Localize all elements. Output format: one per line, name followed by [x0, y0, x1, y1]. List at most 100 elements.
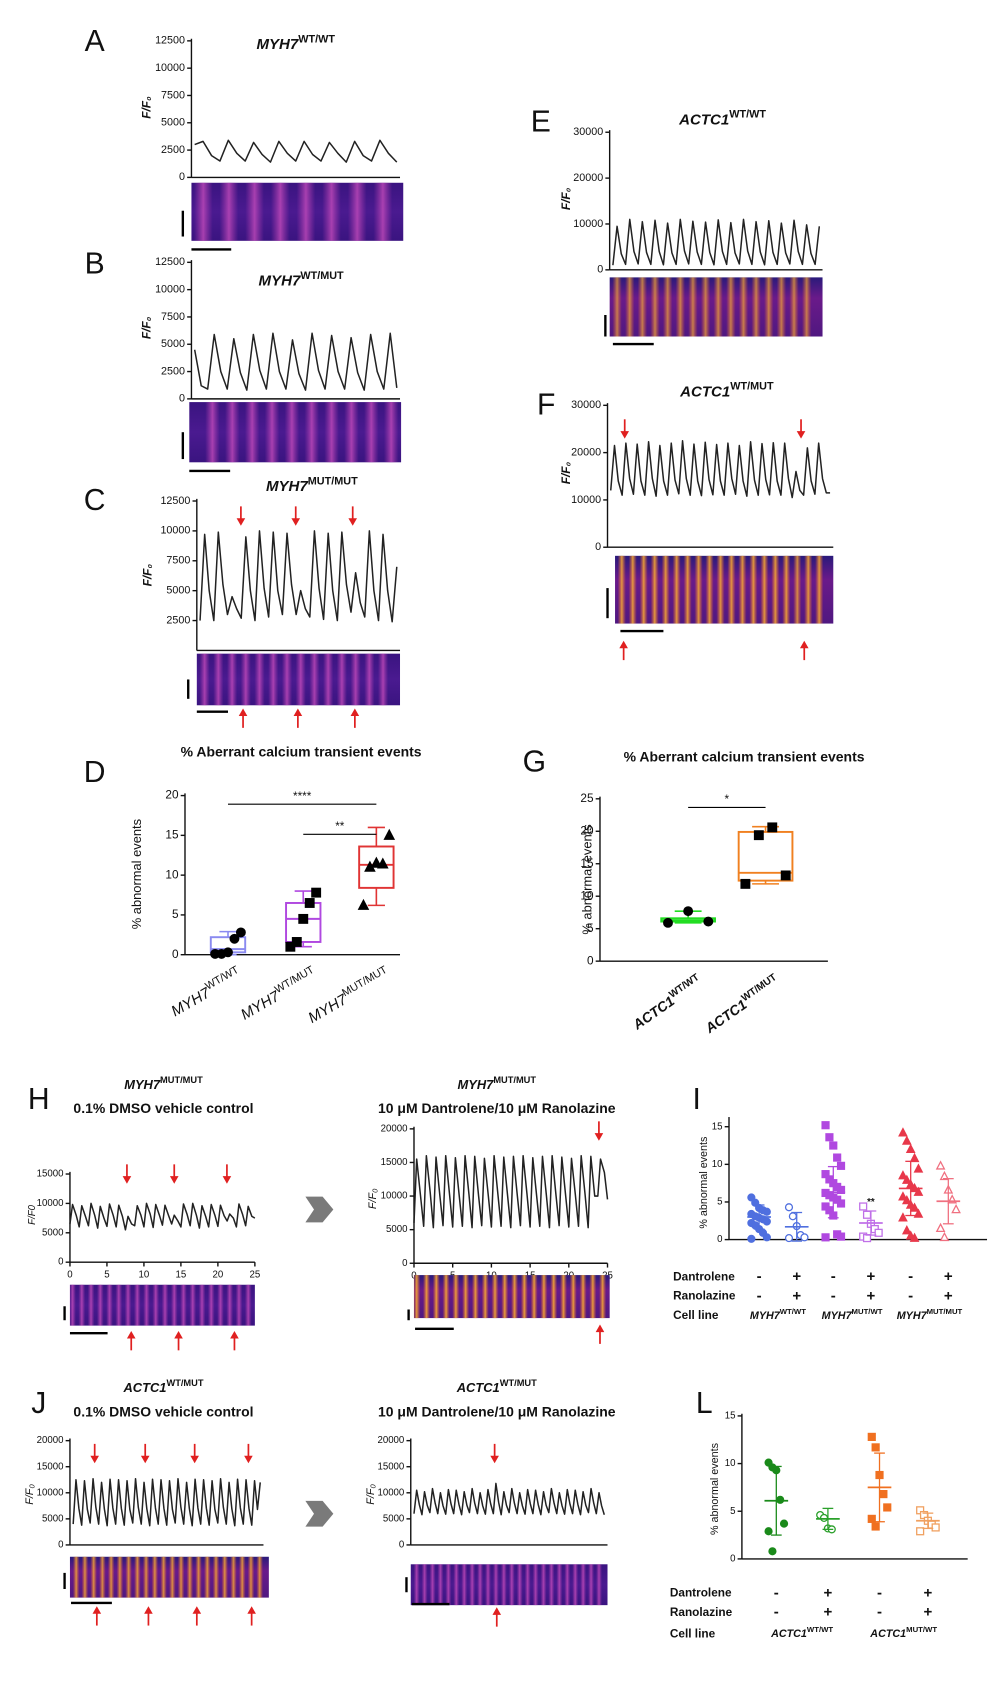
panel-subtitle: 0.1% DMSO vehicle control [73, 1403, 253, 1419]
arrow-head [619, 640, 628, 649]
data-point [223, 947, 233, 958]
kymograph-stripe [599, 1275, 607, 1319]
panel-subtitle: 0.1% DMSO vehicle control [73, 1100, 253, 1116]
kymograph-stripe [815, 555, 824, 624]
box-group [285, 887, 322, 952]
arrow-head [490, 1455, 499, 1464]
kymograph-stripe [281, 653, 293, 706]
kymograph-stripe [364, 653, 375, 706]
red-arrow [492, 1607, 502, 1627]
y-axis-label: F/F₀ [559, 187, 573, 210]
kymograph-stripe [639, 555, 648, 624]
genotype: WT/WT [298, 33, 335, 45]
panel-letter: J [31, 1387, 46, 1420]
y-tick-label: 20000 [573, 172, 603, 184]
kymograph-stripe [650, 555, 659, 624]
genotype: WT/MUT [166, 1379, 203, 1389]
kymograph-stripe [749, 555, 758, 624]
data-point [683, 906, 694, 917]
kymograph-stripe [461, 1564, 468, 1606]
arrow-head [122, 1176, 132, 1184]
kymograph-stripe [212, 1556, 220, 1598]
y-tick-label: 2500 [161, 365, 185, 377]
red-arrow [174, 1330, 183, 1351]
panel-letter: E [531, 106, 551, 139]
y-tick-label: 5000 [161, 117, 185, 129]
y-tick-label: 5 [587, 921, 594, 935]
y-tick-label: 10000 [381, 1191, 408, 1202]
genotype: MUT/WT [852, 1307, 883, 1316]
data-point [767, 822, 778, 833]
row-label: Cell line [670, 1626, 716, 1640]
y-tick-label: 5000 [383, 1513, 404, 1524]
kymograph-stripe [213, 653, 224, 706]
genotype: MUT/WT [906, 1625, 937, 1634]
gene: MYH7 [256, 36, 298, 53]
y-tick-label: 0 [730, 1553, 735, 1564]
significance-label: * [725, 792, 730, 806]
kymograph-stripe [170, 1284, 178, 1326]
kymograph-stripe [588, 1564, 595, 1606]
arrow-head [620, 431, 630, 439]
data-point [747, 1193, 756, 1202]
kymograph-stripe [324, 402, 339, 463]
treatment-mark: + [867, 1288, 876, 1305]
kymograph-stripe [453, 1564, 460, 1606]
row-label: Dantrolene [673, 1269, 735, 1283]
kymograph-stripe [125, 1556, 132, 1598]
data-point [935, 1160, 946, 1170]
genotype: MUT/MUT [340, 964, 390, 1000]
transition-arrow [305, 1196, 334, 1223]
treatment-mark: - [908, 1268, 913, 1285]
kymograph-stripe [336, 653, 347, 706]
red-arrow [192, 1606, 202, 1626]
kymograph-stripe [177, 1556, 185, 1598]
box-group [209, 927, 247, 959]
gene: ACTC1 [629, 992, 677, 1033]
treatment-mark: - [774, 1584, 779, 1601]
kymograph-stripe [169, 1556, 176, 1598]
data-point [901, 1135, 912, 1145]
data-point [784, 1234, 794, 1243]
data-point [931, 1523, 940, 1532]
kymograph-stripe [661, 555, 670, 624]
red-arrow [230, 1330, 239, 1351]
kymograph-stripe [304, 402, 320, 463]
trace-line [72, 1477, 261, 1527]
red-arrow [222, 1164, 232, 1184]
y-tick-label: 15 [725, 1410, 736, 1421]
kymograph-stripe [596, 1564, 602, 1606]
data-point [357, 898, 370, 910]
kymograph-stripe [107, 1556, 115, 1598]
group [764, 1458, 789, 1556]
arrow-head [192, 1606, 202, 1614]
significance-label: ** [867, 1197, 875, 1208]
arrow-head [90, 1455, 99, 1464]
gene: MYH7 [124, 1077, 161, 1092]
y-axis-label: % abnormal events [709, 1443, 721, 1535]
kymograph-stripe [230, 1556, 237, 1598]
kymograph-stripe [688, 277, 698, 337]
kymograph-stripe [244, 402, 260, 463]
data-point [780, 870, 791, 881]
kymograph-stripe [264, 402, 280, 463]
y-tick-label: 12500 [160, 495, 190, 507]
genotype: WT/MUT [300, 270, 344, 282]
kymograph-stripe [226, 653, 238, 706]
data-point [909, 1232, 920, 1242]
data-point [788, 1212, 797, 1221]
y-tick-label: 30000 [571, 399, 601, 411]
kymograph-stripe [801, 277, 812, 337]
genotype: WT/WT [667, 971, 702, 1000]
treatment-mark: + [944, 1288, 953, 1305]
panel-title: % Aberrant calcium transient events [181, 743, 422, 759]
kymograph-stripe [532, 1564, 539, 1606]
group [859, 1202, 883, 1243]
data-point [935, 1222, 946, 1233]
kymograph-stripe [524, 1564, 531, 1606]
cell-line-label: MYH7MUT/WT [822, 1307, 883, 1322]
red-arrow [490, 1443, 499, 1464]
kymograph-stripe [195, 1556, 202, 1598]
group [898, 1127, 924, 1242]
